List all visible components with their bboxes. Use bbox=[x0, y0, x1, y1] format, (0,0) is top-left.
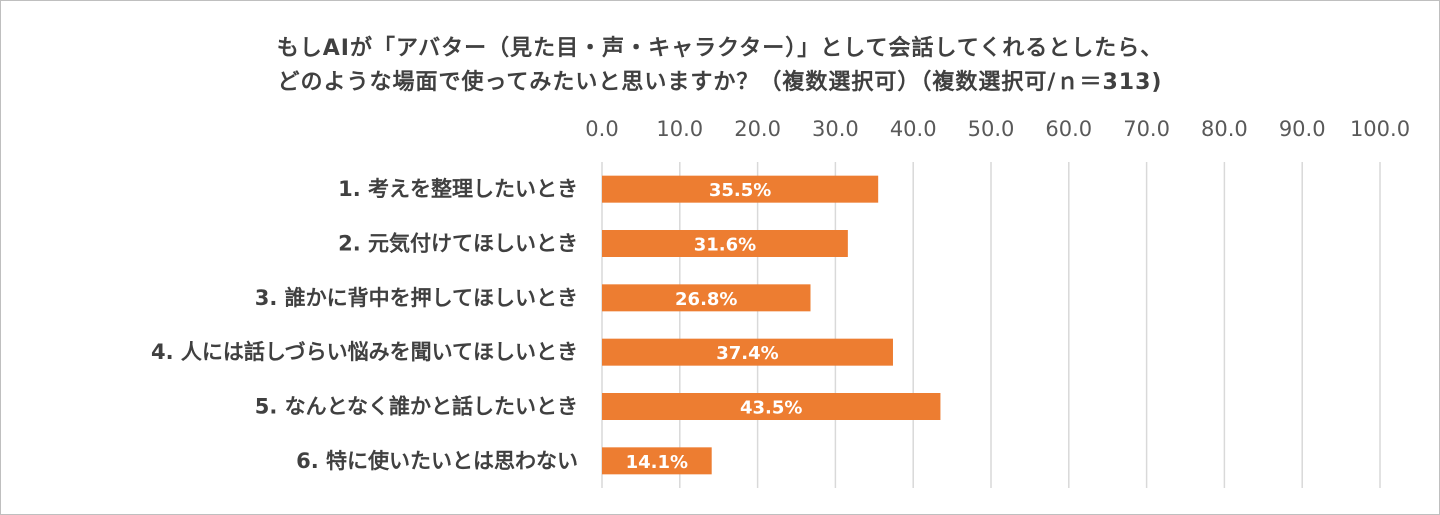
x-tick-label: 50.0 bbox=[968, 117, 1015, 141]
x-tick-label: 40.0 bbox=[890, 117, 937, 141]
bar bbox=[602, 393, 941, 420]
category-label: 3. 誰かに背中を押してほしいとき bbox=[255, 286, 578, 310]
data-label: 26.8% bbox=[675, 289, 737, 310]
x-tick-label: 80.0 bbox=[1201, 117, 1248, 141]
category-label: 1. 考えを整理したいとき bbox=[338, 177, 578, 201]
bar bbox=[602, 447, 712, 475]
x-tick-label: 100.0 bbox=[1350, 117, 1410, 141]
x-tick-label: 60.0 bbox=[1045, 117, 1092, 141]
bar bbox=[602, 230, 848, 257]
data-label: 43.5% bbox=[740, 398, 802, 419]
x-tick-label: 70.0 bbox=[1123, 117, 1170, 141]
x-tick-label: 0.0 bbox=[585, 117, 618, 141]
bar bbox=[602, 175, 879, 203]
chart-title-line-2: どのような場面で使ってみたいと思いますか？（複数選択可）（複数選択可/ｎ＝313… bbox=[277, 70, 1163, 95]
chart-title-line-1: もしAIが「アバター（見た目・声・キャラクター）」として会話してくれるとしたら、 bbox=[276, 36, 1164, 61]
x-tick-label: 30.0 bbox=[812, 117, 859, 141]
x-tick-label: 20.0 bbox=[734, 117, 781, 141]
data-label: 35.5% bbox=[709, 180, 771, 201]
bar bbox=[602, 338, 893, 366]
category-label: 5. なんとなく誰かと話したいとき bbox=[255, 395, 578, 419]
data-label: 37.4% bbox=[716, 343, 778, 364]
data-label: 14.1% bbox=[626, 452, 688, 473]
x-tick-label: 90.0 bbox=[1279, 117, 1326, 141]
category-label: 4. 人には話しづらい悩みを聞いてほしいとき bbox=[151, 340, 578, 364]
category-label: 6. 特に使いたいとは思わない bbox=[296, 449, 578, 473]
category-label: 2. 元気付けてほしいとき bbox=[338, 232, 578, 256]
x-tick-label: 10.0 bbox=[656, 117, 703, 141]
bar bbox=[602, 284, 811, 312]
data-label: 31.6% bbox=[694, 235, 756, 256]
